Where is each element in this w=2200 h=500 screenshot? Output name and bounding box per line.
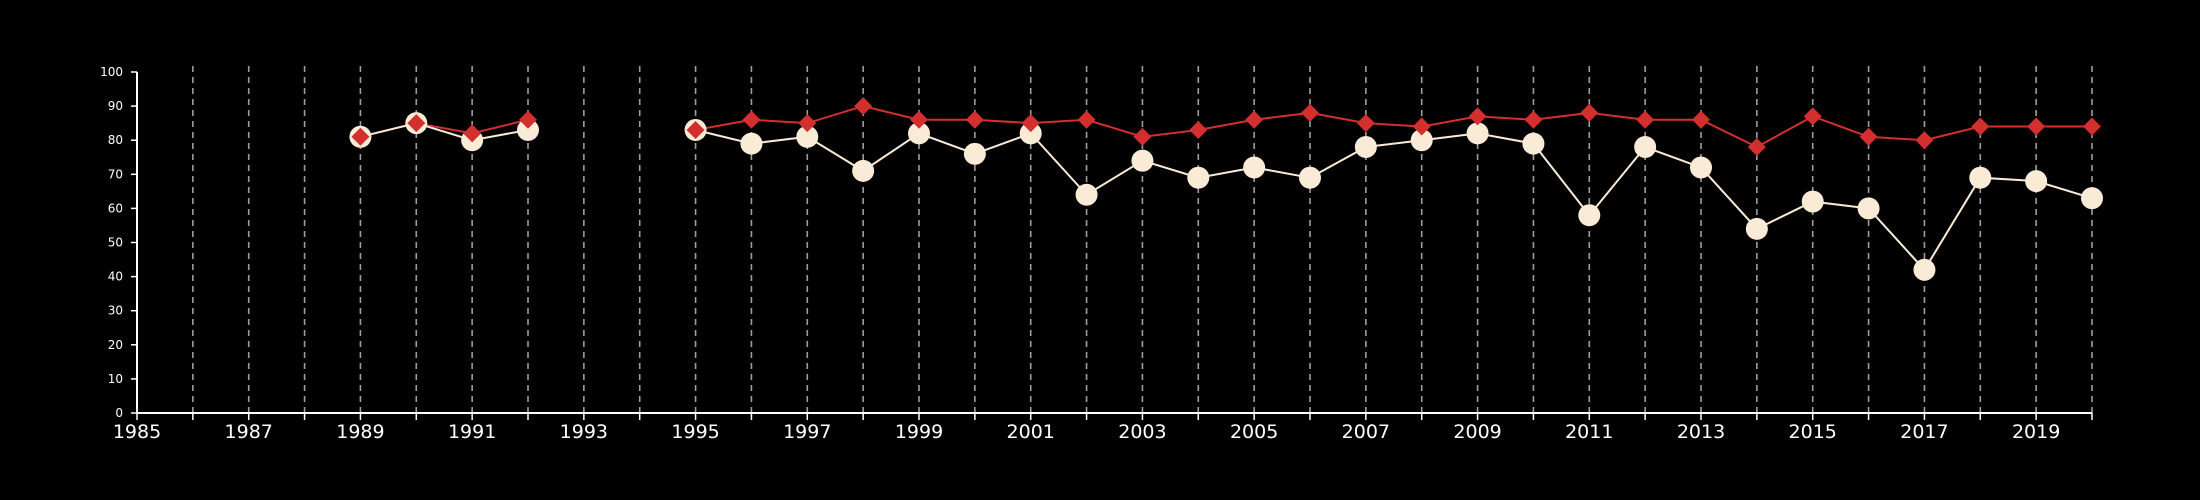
x-tick-label: 2007 xyxy=(1342,421,1390,443)
series-2-point xyxy=(1522,132,1545,155)
series-2-point xyxy=(2081,187,2103,210)
x-tick-label: 2017 xyxy=(1900,421,1948,443)
series-1-point xyxy=(1971,117,1990,136)
y-tick-label: 10 xyxy=(108,372,123,386)
y-tick-label: 40 xyxy=(108,270,123,284)
x-tick-label: 1991 xyxy=(448,421,496,443)
series-1-point xyxy=(686,120,705,139)
y-tick-label: 70 xyxy=(108,167,123,181)
y-tick-label: 100 xyxy=(100,65,123,79)
series-1-point xyxy=(1356,114,1375,133)
series-1-point xyxy=(1021,114,1040,133)
series-1-point xyxy=(2027,117,2046,136)
series-2-point xyxy=(1075,183,1098,206)
series-1-point xyxy=(1468,107,1487,126)
x-tick-label: 2005 xyxy=(1230,421,1278,443)
series-2-point xyxy=(1019,122,1042,145)
series-2-point xyxy=(963,142,986,165)
y-tick-label: 60 xyxy=(108,201,123,215)
series-1-point xyxy=(1245,110,1264,129)
axes: 0 10 20 30 40 50 60 70 80 90 100 1985 1987 1989 1991 19… xyxy=(100,65,2093,443)
series-2-point xyxy=(908,122,930,145)
x-tick-label: 1997 xyxy=(783,421,831,443)
x-tick-label: 2003 xyxy=(1118,421,1166,443)
x-tick-label: 1993 xyxy=(560,421,608,443)
series-1-point xyxy=(910,110,928,129)
series-2-point xyxy=(1243,156,1266,179)
y-tick-label: 50 xyxy=(108,236,123,250)
series-1-point xyxy=(1580,103,1599,122)
x-tick-label: 1987 xyxy=(225,421,273,443)
series-2-point xyxy=(1578,204,1601,227)
series-1-point xyxy=(407,114,426,133)
x-tick-label: 1999 xyxy=(895,421,943,443)
series-1-point xyxy=(1133,127,1152,146)
series-2-point xyxy=(852,159,875,182)
series-1-point xyxy=(2083,117,2101,136)
series-1-point xyxy=(1915,131,1934,150)
x-tick-label: 1995 xyxy=(671,421,719,443)
x-tick-label: 1985 xyxy=(113,421,161,443)
series-2-line xyxy=(695,128,2093,272)
series-1-point xyxy=(798,114,817,133)
series-2-point xyxy=(740,132,763,155)
y-tick-label: 80 xyxy=(108,133,123,147)
series-1-point xyxy=(1747,138,1766,157)
y-tick-label: 30 xyxy=(108,304,123,318)
y-tick-label: 20 xyxy=(108,338,123,352)
series-2-point xyxy=(1354,136,1377,159)
x-tick-label: 2001 xyxy=(1007,421,1055,443)
series-2-point xyxy=(2025,170,2048,193)
series-1-point xyxy=(1692,110,1710,129)
series-1-point xyxy=(965,110,984,129)
series-2-point xyxy=(517,118,539,141)
series-2-point xyxy=(1410,129,1433,152)
series-2-point xyxy=(1745,217,1768,240)
series-1-point xyxy=(463,124,482,143)
series-1-point xyxy=(351,127,370,146)
x-tick-label: 1989 xyxy=(336,421,384,443)
series-2-point xyxy=(1913,258,1936,281)
series-1-point xyxy=(1301,103,1319,122)
series-2-point xyxy=(1187,166,1210,189)
x-tick-label: 2019 xyxy=(2012,421,2060,443)
series-1-point xyxy=(1412,117,1431,136)
data-markers xyxy=(349,97,2103,281)
series-1-point xyxy=(742,110,761,129)
series-lines xyxy=(360,105,2093,272)
series-1-point xyxy=(1189,120,1208,139)
series-2-line xyxy=(360,122,529,142)
x-tick-label: 2011 xyxy=(1565,421,1613,443)
series-2-point xyxy=(1690,156,1712,179)
series-2-point xyxy=(1634,136,1657,159)
series-2-point xyxy=(1131,149,1154,172)
series-1-point xyxy=(1077,110,1096,129)
series-2-point xyxy=(1801,190,1824,213)
series-2-point xyxy=(1857,197,1880,220)
series-2-point xyxy=(1466,122,1489,145)
y-tick-label: 0 xyxy=(115,406,123,420)
series-2-point xyxy=(1969,166,1992,189)
series-2-point xyxy=(796,125,819,148)
series-1-point xyxy=(854,97,873,116)
series-2-point xyxy=(1299,166,1321,189)
x-tick-label: 2015 xyxy=(1789,421,1837,443)
y-tick-label: 90 xyxy=(108,99,123,113)
series-1-line xyxy=(695,105,2092,149)
x-tick-label: 2009 xyxy=(1453,421,1501,443)
x-tick-label: 2013 xyxy=(1677,421,1725,443)
series-1-point xyxy=(1636,110,1655,129)
series-1-point xyxy=(519,110,537,129)
series-1-point xyxy=(1803,107,1822,126)
series-1-point xyxy=(1859,127,1878,146)
series-1-point xyxy=(1524,110,1543,129)
